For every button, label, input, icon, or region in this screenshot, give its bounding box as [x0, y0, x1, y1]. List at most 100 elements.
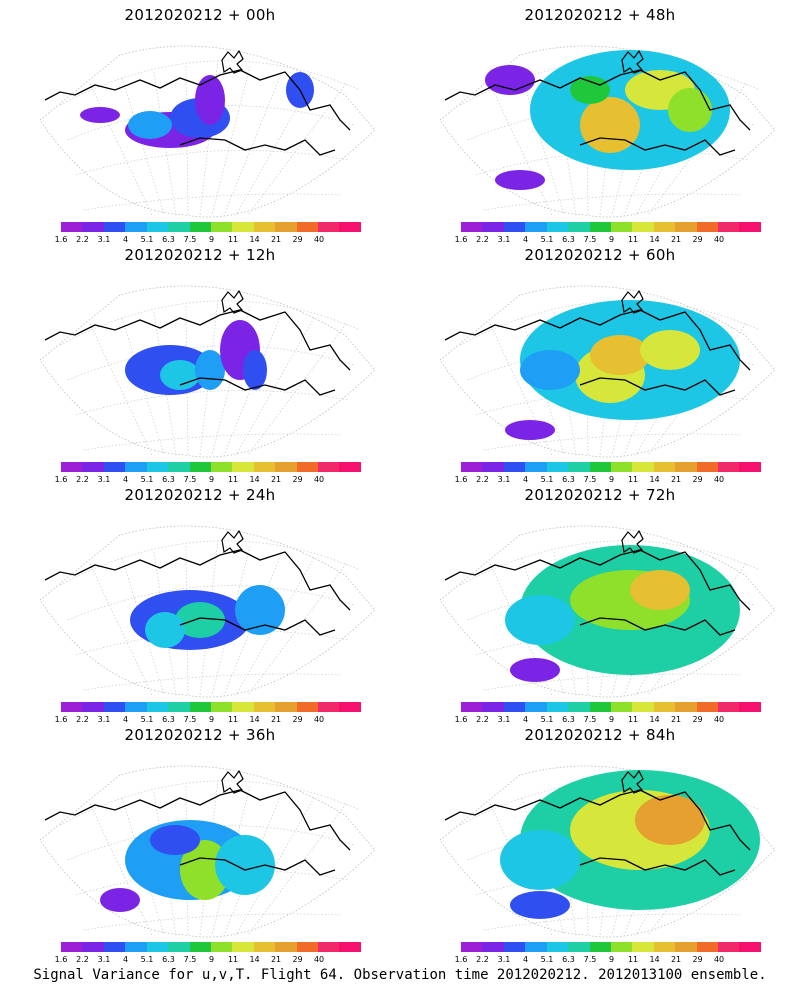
colorbar-cell [82, 702, 104, 712]
arctic-islands [221, 49, 244, 74]
colorbar-tick-label: 9 [608, 475, 615, 484]
colorbar-tick-label: 21 [270, 475, 282, 484]
colorbar-cell [253, 702, 276, 712]
variance-region [505, 595, 575, 645]
variance-region [580, 97, 640, 153]
arctic-islands [621, 49, 644, 74]
colorbar-tick-label: 2.2 [476, 715, 489, 724]
colorbar-cell [632, 942, 654, 952]
colorbar-cell [61, 222, 83, 232]
colorbar-tick-label: 4 [522, 955, 529, 964]
colorbar-cell [275, 462, 297, 472]
coastline [444, 789, 751, 851]
map-panel: 2012020212 + 00h 1.6 2.2 3.1 4 5.1 6.3 7.5 9 11 14… [0, 0, 400, 244]
latitude-line [59, 780, 361, 826]
colorbar-cell [589, 702, 611, 712]
colorbar-cell [253, 462, 276, 472]
colorbar-tick-label: 40 [313, 715, 325, 724]
colorbar-cell [696, 942, 719, 952]
variance-region [100, 888, 140, 912]
coastline [179, 137, 336, 156]
colorbar-tick-label: 40 [713, 715, 725, 724]
colorbar-tick-label: 21 [670, 715, 682, 724]
colorbar-tick-label: 3.1 [497, 955, 511, 964]
variance-region [505, 420, 555, 440]
coastline [579, 857, 736, 876]
coastline [44, 789, 351, 851]
arctic-islands [621, 529, 644, 554]
colorbar-cell [632, 462, 654, 472]
colorbar-tick-label: 7.5 [183, 715, 197, 724]
map-panel: 2012020212 + 48h 1.6 2.2 3.1 4 5.1 6.3 7.5 9 11 14… [400, 0, 800, 244]
colorbar-tick-label: 6.3 [562, 475, 575, 484]
colorbar-cell [718, 222, 740, 232]
colorbar [461, 222, 761, 232]
colorbar-cell [610, 942, 633, 952]
colorbar-cell [210, 702, 233, 712]
colorbar-cell [82, 942, 104, 952]
latitude-line [59, 300, 361, 346]
colorbar-tick-label: 6.3 [162, 715, 175, 724]
colorbar-tick-label: 7.5 [583, 235, 597, 244]
colorbar-cell [125, 222, 147, 232]
colorbar [461, 942, 761, 952]
colorbar-cell [103, 462, 126, 472]
colorbar-tick-label: 11 [227, 715, 239, 724]
map-panel: 2012020212 + 72h 1.6 2.2 3.1 4 5.1 6.3 7.5 9 11 14… [400, 480, 800, 724]
colorbar-cell [568, 222, 590, 232]
coastline [579, 617, 736, 636]
latitude-line [59, 540, 361, 586]
colorbar-cell [675, 462, 697, 472]
colorbar-cell [696, 702, 719, 712]
colorbar-cell [103, 942, 126, 952]
variance-region [495, 170, 545, 190]
longitude-line [223, 71, 283, 216]
colorbar-tick-label: 9 [208, 715, 215, 724]
colorbar-tick-label: 29 [292, 475, 303, 484]
colorbar-cell [739, 462, 761, 472]
colorbar-cell [168, 222, 190, 232]
polar-map [39, 285, 376, 458]
variance-region [215, 835, 275, 895]
colorbar-tick-label: 1.6 [54, 235, 68, 244]
colorbar-tick-label: 21 [670, 475, 682, 484]
coastline [579, 137, 736, 156]
colorbar-cell [318, 702, 340, 712]
colorbar-tick-label: 1.6 [54, 715, 68, 724]
colorbar-tick-label: 11 [627, 235, 639, 244]
colorbar-tick-label: 14 [649, 235, 660, 244]
colorbar-tick-label: 1.6 [454, 955, 468, 964]
colorbar-cell [482, 702, 504, 712]
colorbar-tick-label: 29 [692, 715, 703, 724]
colorbar-tick-label: 14 [649, 475, 660, 484]
colorbar-tick-label: 11 [227, 955, 239, 964]
colorbar-cell [168, 942, 190, 952]
colorbar-cell [318, 942, 340, 952]
colorbar-cell [675, 942, 697, 952]
coastline [179, 857, 336, 876]
colorbar-cell [146, 702, 169, 712]
colorbar-tick-label: 14 [649, 715, 660, 724]
variance-region [485, 65, 535, 95]
colorbar-cell [739, 222, 761, 232]
colorbar-cell [296, 462, 319, 472]
colorbar-tick-label: 14 [249, 715, 260, 724]
colorbar-cell [696, 462, 719, 472]
colorbar-cell [189, 942, 211, 952]
colorbar-tick-label: 1.6 [54, 475, 68, 484]
colorbar-cell [339, 462, 361, 472]
colorbar-tick-label: 5.1 [140, 475, 154, 484]
panel-title: 2012020212 + 48h [524, 6, 676, 24]
colorbar-cell [461, 702, 483, 712]
latitude-line [483, 913, 743, 931]
colorbar-tick-label: 29 [292, 715, 303, 724]
colorbar-tick-label: 3.1 [497, 235, 511, 244]
colorbar-tick-label: 4 [522, 715, 529, 724]
colorbar-cell [589, 462, 611, 472]
colorbar-cell [275, 222, 297, 232]
longitude-line [211, 65, 251, 216]
colorbar-cell [103, 702, 126, 712]
colorbar-tick-label: 9 [608, 955, 615, 964]
colorbar-tick-label: 29 [692, 475, 703, 484]
colorbar-tick-label: 11 [627, 475, 639, 484]
